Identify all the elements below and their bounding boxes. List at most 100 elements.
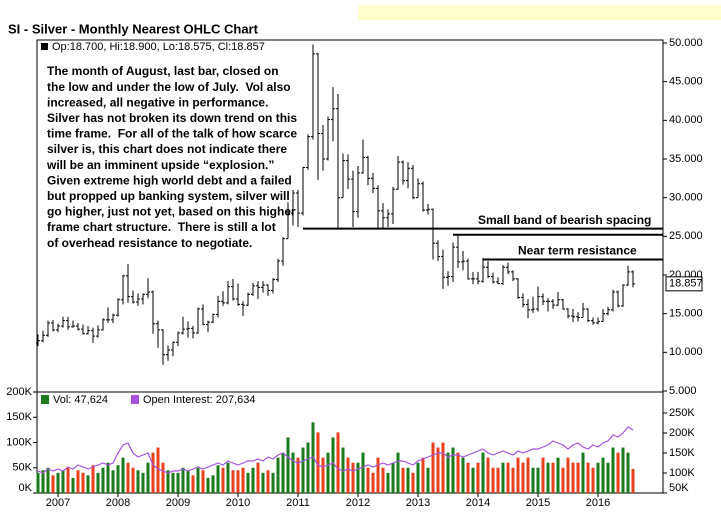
volume-bar [71, 477, 75, 493]
volume-bar [601, 457, 605, 493]
note: go higher, just not yet, based on this h… [47, 205, 296, 219]
annotation-label: Small band of bearish spacing [478, 213, 651, 227]
volume-bar [321, 457, 325, 493]
volume-bar [266, 470, 270, 493]
volume-bar [186, 470, 190, 493]
volume-bar [116, 465, 120, 493]
volume-bar [466, 462, 470, 493]
x-tick-label: 2008 [106, 497, 130, 509]
y-tick-label: 45.000 [669, 76, 703, 88]
volume-bar [516, 457, 520, 493]
open-interest-line [37, 426, 634, 474]
volume-bar [456, 452, 460, 493]
last-price-box [665, 276, 703, 292]
volume-bar [161, 462, 165, 493]
volume-bar [616, 452, 620, 493]
volume-bar [101, 467, 105, 493]
volume-bar [496, 467, 500, 493]
y-tick-label: 40.000 [669, 114, 703, 126]
volume-bar [191, 475, 195, 493]
note: the low and under the low of July. Vol a… [47, 80, 291, 94]
volume-bar [446, 452, 450, 493]
volume-bar [341, 447, 345, 493]
volume-bar [271, 472, 275, 493]
volume-bar [206, 477, 210, 493]
legend-swatch [131, 395, 139, 404]
volume-bar [486, 457, 490, 493]
volume-bar [396, 452, 400, 493]
legend-swatch [41, 395, 49, 404]
volume-bar [536, 467, 540, 493]
volume-bar [231, 470, 235, 493]
note: time frame. For all of the talk of how s… [47, 127, 297, 141]
y-tick-label: 150K [6, 411, 32, 423]
volume-bar [241, 467, 245, 493]
volume-bar [51, 475, 55, 493]
volume-bar [41, 470, 45, 493]
annotation-label: Near term resistance [518, 244, 637, 258]
volume-bar [411, 472, 415, 493]
volume-bar [381, 467, 385, 493]
volume-bar [436, 447, 440, 493]
volume-bar [611, 447, 615, 493]
volume-bar [56, 472, 60, 493]
volume-bar [471, 467, 475, 493]
volume-bar [561, 467, 565, 493]
volume-bar [511, 467, 515, 493]
volume-bar [236, 470, 240, 493]
chart-title: SI - Silver - Monthly Nearest OHLC Chart [8, 21, 259, 36]
x-tick-label: 2010 [226, 497, 250, 509]
volume-bar [76, 470, 80, 493]
note: of overhead resistance to negotiate. [47, 236, 252, 250]
volume-bar [181, 467, 185, 493]
volume-bar [296, 457, 300, 493]
legend: Vol: 47,624 [53, 394, 108, 406]
volume-bar [451, 447, 455, 493]
legend: Op:18.700, Hi:18.900, Lo:18.575, Cl:18.8… [52, 41, 265, 53]
volume-bar [286, 437, 290, 493]
y2-tick-label: 100K [669, 467, 695, 479]
y-tick-label: 15.000 [669, 308, 703, 320]
volume-bar [481, 452, 485, 493]
volume-bar [501, 462, 505, 493]
y-tick-label: 30.000 [669, 192, 703, 204]
volume-bar [211, 475, 215, 493]
volume-bar [326, 452, 330, 493]
note: The month of August, last bar, closed on [47, 64, 279, 78]
volume-bar [556, 457, 560, 493]
volume-bar [361, 452, 365, 493]
note: Silver has not broken its down trend on … [47, 111, 297, 125]
volume-bar [336, 432, 340, 493]
volume-bar [96, 472, 100, 493]
volume-bar [581, 452, 585, 493]
volume-bar [371, 472, 375, 493]
volume-bar [151, 452, 155, 493]
y-tick-label: 25.000 [669, 230, 703, 242]
note: Given extreme high world debt and a fail… [47, 173, 292, 187]
volume-bar [201, 470, 205, 493]
volume-bar [461, 457, 465, 493]
note: frame chart structure. There is still a … [47, 220, 276, 234]
x-tick-label: 2014 [466, 497, 490, 509]
x-tick-label: 2016 [586, 497, 610, 509]
volume-bar [141, 472, 145, 493]
volume-bar [491, 467, 495, 493]
y-tick-label: 35.000 [669, 153, 703, 165]
volume-bar [596, 462, 600, 493]
volume-bar [86, 475, 90, 493]
volume-bar [281, 452, 285, 493]
volume-bar [166, 470, 170, 493]
legend: Open Interest: 207,634 [143, 394, 256, 406]
volume-bar [216, 465, 220, 493]
volume-bar [196, 467, 200, 493]
volume-bar [571, 462, 575, 493]
volume-bar [126, 462, 130, 493]
volume-bar [476, 462, 480, 493]
volume-bar [106, 462, 110, 493]
volume-bar [391, 462, 395, 493]
volume-bar [351, 462, 355, 493]
x-tick-label: 2015 [526, 497, 550, 509]
volume-bar [156, 447, 160, 493]
volume-bar [546, 462, 550, 493]
